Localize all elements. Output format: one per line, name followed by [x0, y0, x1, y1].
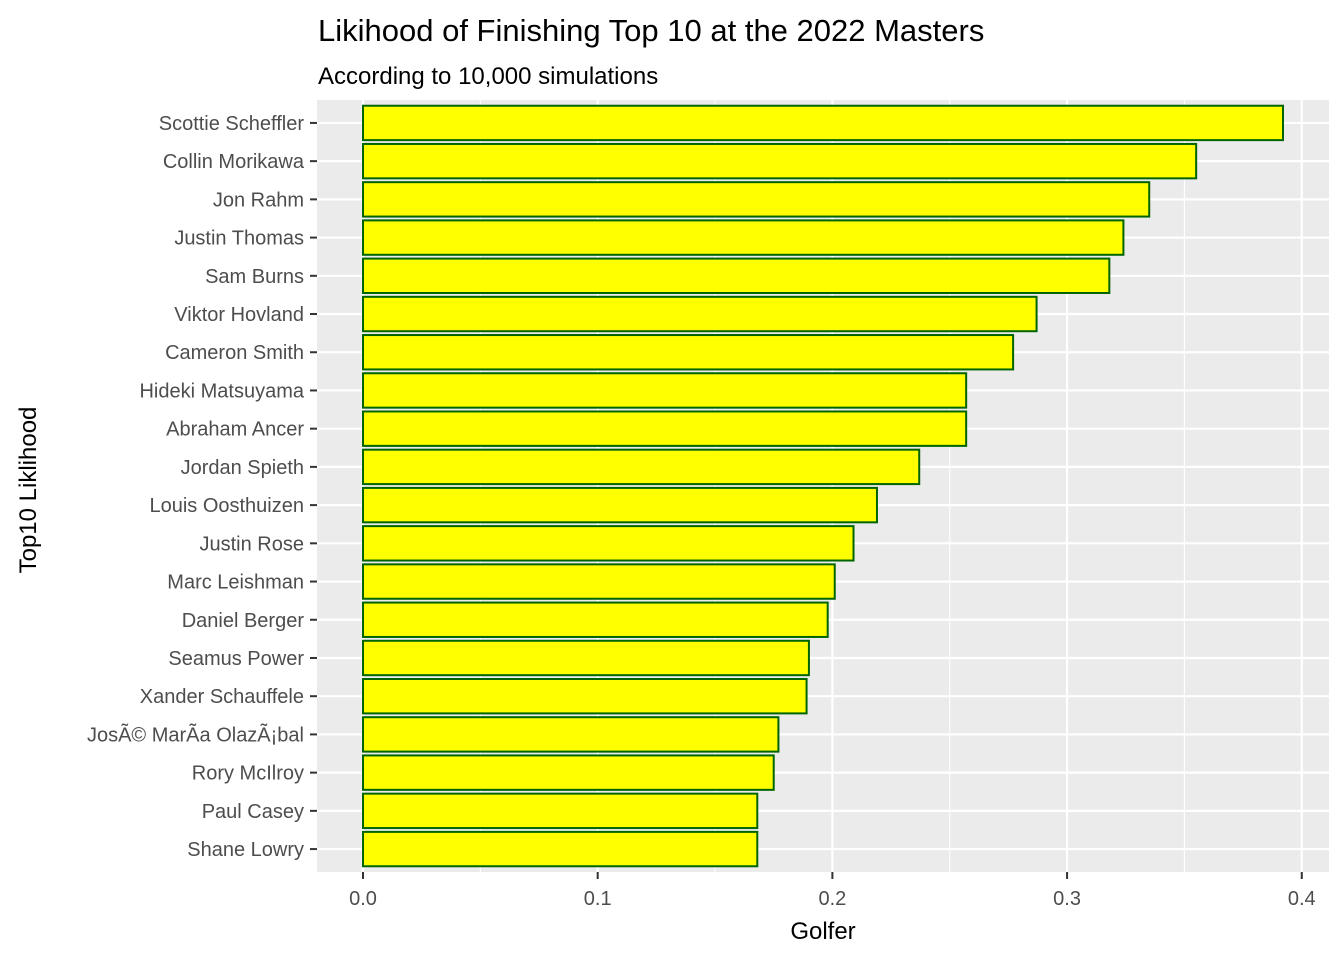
y-axis-title: Top10 Liklihood — [15, 407, 42, 574]
x-tick-label: 0.4 — [1288, 888, 1316, 910]
y-tick-label: Louis Oosthuizen — [149, 495, 304, 517]
x-tick-label: 0.0 — [349, 888, 377, 910]
y-tick-label: Daniel Berger — [182, 610, 305, 632]
bar — [362, 295, 1038, 333]
bar — [362, 716, 780, 753]
bar — [362, 830, 759, 868]
bars — [362, 104, 1284, 868]
x-tick-label: 0.3 — [1053, 888, 1081, 910]
x-tick-label: 0.1 — [584, 888, 612, 910]
y-tick-label: Scottie Scheffler — [159, 113, 305, 135]
x-tick-label: 0.2 — [818, 888, 846, 910]
y-tick-label: Shane Lowry — [187, 839, 304, 861]
bar — [362, 142, 1198, 180]
y-tick-label: Seamus Power — [168, 648, 304, 670]
bar — [362, 104, 1284, 142]
bar — [362, 334, 1015, 371]
y-tick-label: Cameron Smith — [165, 342, 304, 364]
bar — [362, 792, 759, 830]
bar — [362, 219, 1125, 256]
chart-subtitle: According to 10,000 simulations — [318, 63, 658, 90]
bar — [362, 486, 878, 524]
y-tick-label: Justin Rose — [200, 533, 305, 555]
x-axis-title: Golfer — [790, 918, 855, 945]
y-tick-label: Abraham Ancer — [166, 419, 304, 441]
y-tick-label: Hideki Matsuyama — [139, 380, 304, 402]
bar — [362, 678, 808, 715]
y-tick-label: Justin Thomas — [174, 228, 304, 250]
y-axis: Scottie Scheffler Collin Morikawa Jon Rahm… — [87, 113, 317, 861]
x-axis: 0.0 0.1 0.2 0.3 0.4 — [349, 872, 1316, 910]
bar — [362, 372, 968, 409]
y-tick-label: Jordan Spieth — [181, 457, 304, 479]
bar — [362, 563, 836, 600]
bar — [362, 601, 829, 638]
y-tick-label: Rory McIlroy — [192, 763, 304, 785]
y-tick-label: Sam Burns — [205, 266, 304, 288]
y-tick-label: Xander Schauffele — [140, 686, 304, 708]
bar — [362, 639, 810, 677]
bar — [362, 257, 1111, 295]
y-tick-label: Marc Leishman — [167, 572, 304, 594]
bar — [362, 448, 921, 486]
y-tick-label: Viktor Hovland — [174, 304, 304, 326]
bar — [362, 525, 855, 562]
chart-title: Likihood of Finishing Top 10 at the 2022… — [318, 13, 984, 48]
bar — [362, 181, 1151, 218]
y-tick-label: Collin Morikawa — [163, 151, 305, 173]
y-tick-label: Paul Casey — [202, 801, 304, 823]
bar — [362, 754, 775, 791]
y-tick-label: Jon Rahm — [213, 189, 304, 211]
bar — [362, 410, 968, 447]
y-tick-label: JosÃ© MarÃ­a OlazÃ¡bal — [87, 722, 304, 746]
